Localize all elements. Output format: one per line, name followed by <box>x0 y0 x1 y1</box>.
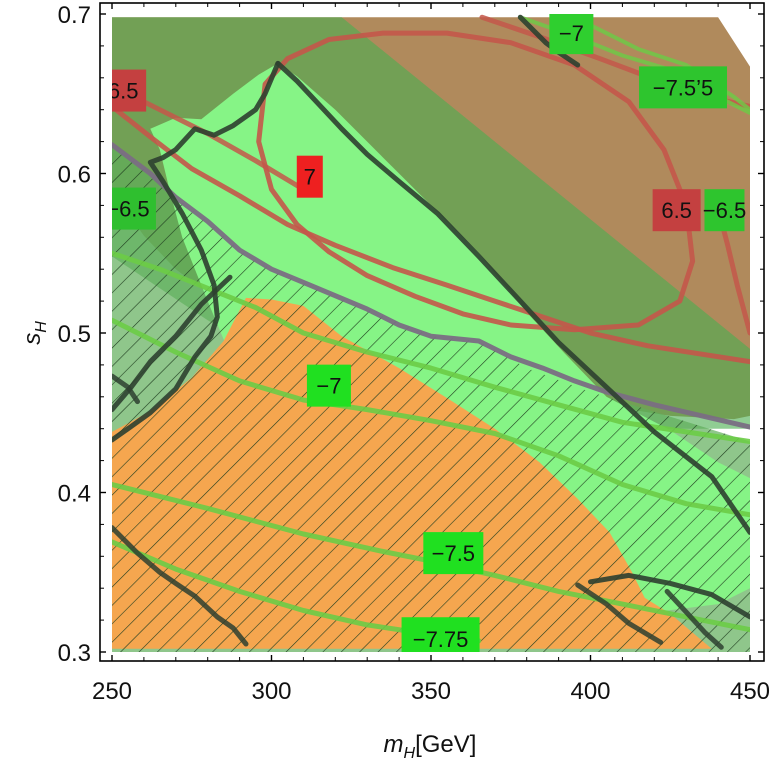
contour-label-box <box>296 155 323 198</box>
contour-label-box <box>652 189 701 232</box>
contour-label-box <box>306 364 351 407</box>
axes-ticks: 250 300 350 400 450 0.3 0.4 0.5 0.6 0.7 <box>58 2 770 705</box>
contour-label-box <box>401 617 480 652</box>
y-tick-label: 0.5 <box>58 321 91 348</box>
contour-dark-bottom-right <box>575 582 664 645</box>
contour-dark-wedge <box>112 60 281 443</box>
contour-label-box <box>112 187 156 230</box>
contour-left-edge-dark <box>112 373 140 405</box>
contour-label-1: 7 <box>296 155 323 198</box>
contour-red-7 <box>112 104 750 365</box>
contour-label-text: −7 <box>559 21 584 46</box>
contour-label-6: −6.5 <box>703 189 746 232</box>
y-tick-label: 0.4 <box>58 481 91 508</box>
contour-dark-left-low-right <box>664 588 724 650</box>
contour-label-8: −7.5 <box>423 532 484 575</box>
contour-label-text: 7 <box>304 165 316 190</box>
contour-dark-top-right <box>517 14 581 68</box>
contour-label-box <box>704 189 745 232</box>
y-tick-label: 0.7 <box>58 2 91 29</box>
contour-label-box <box>639 66 728 109</box>
x-tick-label: 450 <box>730 678 770 705</box>
y-tick-label: 0.3 <box>58 640 91 667</box>
contour-labels-layer: 6.5 7 −6.5 −7 −7.5’5 6.5 −6.5 −7 −7.5 −7.75 <box>106 14 746 652</box>
contour-label-text: 6.5 <box>108 79 139 104</box>
x-tick-label: 300 <box>251 678 291 705</box>
contour-label-text: −7 <box>316 374 341 399</box>
contour-label-text: −6.5 <box>703 198 746 223</box>
y-tick-label: 0.6 <box>58 162 91 189</box>
contour-label-5: 6.5 <box>652 189 701 232</box>
contour-green-6.5c <box>588 23 750 112</box>
contour-label-7: −7 <box>306 364 351 407</box>
contour-label-3: −7 <box>549 14 594 55</box>
contour-label-box <box>112 69 147 112</box>
contour-label-text: −7.5 <box>432 541 475 566</box>
plot-frame <box>99 2 765 662</box>
contour-label-9: −7.75 <box>401 617 480 652</box>
x-tick-label: 400 <box>570 678 610 705</box>
contour-label-box <box>423 532 484 575</box>
contour-green-7 <box>112 317 750 518</box>
contour-dark-diag <box>275 60 750 535</box>
x-tick-label: 250 <box>92 678 132 705</box>
contour-label-2: −6.5 <box>106 187 156 230</box>
contour-label-4: −7.5’5 <box>639 66 728 109</box>
contour-green-6.5 <box>112 250 750 444</box>
contour-label-text: −7.5’5 <box>653 75 714 100</box>
contour-dark-low-right <box>588 572 750 620</box>
y-axis-label: sH <box>19 321 50 345</box>
contour-label-text: 6.5 <box>661 198 692 223</box>
x-axis-label: mH[GeV] <box>384 731 477 762</box>
contour-red-7b <box>256 30 696 333</box>
x-tick-label: 350 <box>411 678 451 705</box>
contour-label-text: −7.75 <box>413 627 469 652</box>
contour-label-0: 6.5 <box>108 69 147 112</box>
contour-label-box <box>549 14 594 55</box>
contour-label-text: −6.5 <box>106 197 149 222</box>
contour-dark-left-bottom <box>112 525 249 647</box>
